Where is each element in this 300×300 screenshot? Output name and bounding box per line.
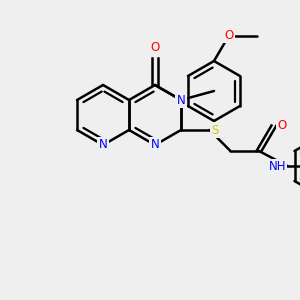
Text: N: N	[151, 139, 159, 152]
Text: NH: NH	[269, 160, 286, 172]
Text: O: O	[277, 119, 286, 132]
Text: N: N	[177, 94, 185, 106]
Text: O: O	[150, 41, 160, 54]
Text: O: O	[224, 29, 234, 42]
Text: S: S	[212, 124, 219, 136]
Text: N: N	[99, 139, 107, 152]
